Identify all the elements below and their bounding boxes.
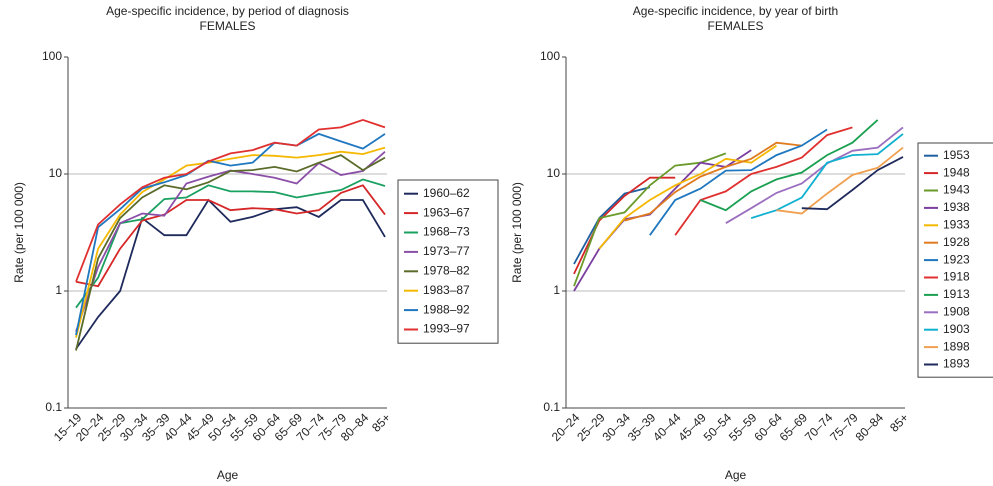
y-tick-label: 0.1 — [45, 400, 62, 414]
series-line — [75, 118, 386, 283]
legend-label: 1913 — [943, 287, 970, 301]
legend-label: 1918 — [943, 270, 970, 284]
x-tick-label: 60–64 — [751, 410, 785, 444]
x-axis-label: Age — [725, 468, 747, 482]
legend-label: 1923 — [943, 252, 970, 266]
x-tick-label: 55–59 — [726, 410, 760, 444]
legend-label: 1968–73 — [423, 225, 470, 239]
series-line — [725, 126, 904, 224]
series-line — [776, 146, 904, 215]
x-tick-label: 85+ — [887, 410, 911, 434]
y-tick-label: 1 — [553, 283, 560, 297]
legend-label: 1903 — [943, 322, 970, 336]
x-tick-label: 50–54 — [701, 410, 735, 444]
legend-label: 1893 — [943, 357, 970, 371]
series-line — [75, 198, 386, 350]
series-line — [75, 146, 386, 338]
series-line — [75, 151, 386, 332]
legend-box — [397, 179, 499, 344]
chart-title: Age-specific incidence, by period of dia… — [106, 4, 349, 18]
x-tick-label: 85+ — [369, 410, 393, 434]
y-tick-label: 10 — [49, 166, 63, 180]
series-line — [573, 176, 676, 275]
x-tick-label: 70–74 — [802, 410, 836, 444]
x-tick-label: 45–49 — [675, 410, 709, 444]
y-axis-label: Rate (per 100 000) — [12, 182, 26, 283]
legend-label: 1973–77 — [423, 244, 470, 258]
y-tick-label: 100 — [42, 49, 62, 63]
series-line — [598, 144, 778, 250]
legend-label: 1898 — [943, 339, 970, 353]
series-line — [75, 184, 386, 288]
chart-subtitle: FEMALES — [707, 19, 763, 33]
x-tick-label: 35–39 — [625, 410, 659, 444]
legend-label: 1960–62 — [423, 186, 470, 200]
y-tick-label: 100 — [540, 49, 560, 63]
series-line — [75, 154, 386, 351]
legend-label: 1933 — [943, 217, 970, 231]
x-tick-label: 65–69 — [777, 410, 811, 444]
y-tick-label: 1 — [55, 283, 62, 297]
series-line — [75, 132, 386, 336]
legend-label: 1983–87 — [423, 283, 470, 297]
legend-label: 1953 — [943, 148, 970, 162]
legend-label: 1993–97 — [423, 322, 470, 336]
y-axis-label: Rate (per 100 000) — [510, 182, 524, 283]
legend-label: 1963–67 — [423, 205, 470, 219]
legend-label: 1948 — [943, 165, 970, 179]
y-tick-label: 0.1 — [543, 400, 560, 414]
x-tick-label: 80–84 — [853, 410, 887, 444]
series-line — [700, 119, 879, 212]
x-tick-label: 20–24 — [549, 410, 583, 444]
legend-label: 1928 — [943, 235, 970, 249]
x-axis-label: Age — [217, 468, 239, 482]
legend-label: 1943 — [943, 183, 970, 197]
chart-title: Age-specific incidence, by year of birth — [633, 4, 838, 18]
series-line — [801, 156, 904, 211]
series-line — [75, 178, 386, 309]
x-tick-label: 30–34 — [599, 410, 633, 444]
legend-label: 1908 — [943, 304, 970, 318]
series-line — [674, 126, 853, 236]
x-tick-label: 25–29 — [574, 410, 608, 444]
y-tick-label: 10 — [547, 166, 561, 180]
x-tick-label: 75–79 — [827, 410, 861, 444]
series-line — [573, 186, 651, 265]
legend-label: 1938 — [943, 200, 970, 214]
x-tick-label: 40–44 — [650, 410, 684, 444]
series-line — [649, 128, 828, 236]
series-line — [624, 141, 802, 222]
chart-subtitle: FEMALES — [199, 19, 255, 33]
legend-label: 1978–82 — [423, 263, 470, 277]
legend-label: 1988–92 — [423, 302, 470, 316]
